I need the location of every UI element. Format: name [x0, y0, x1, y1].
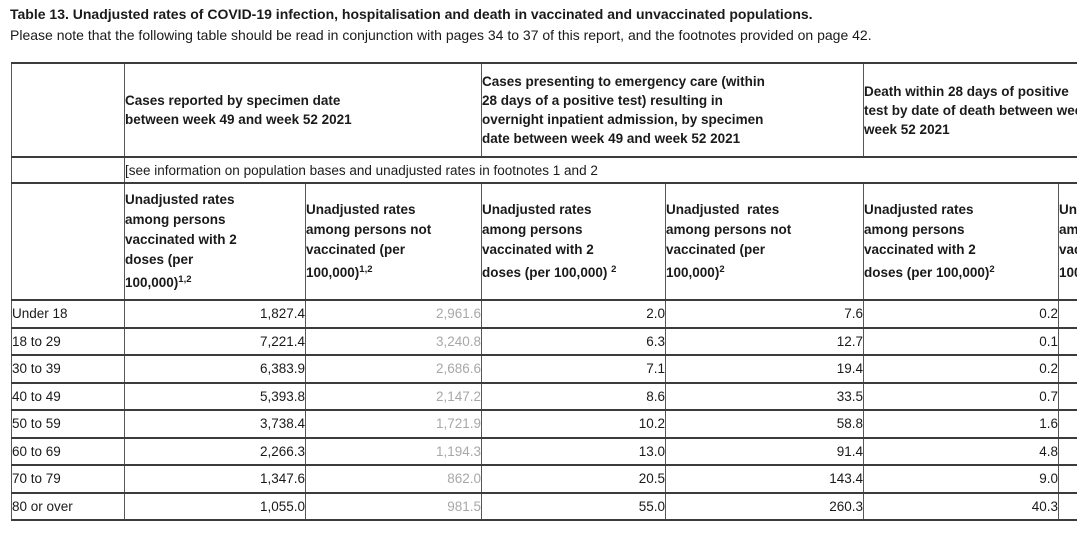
table-row: 60 to 69 2,266.3 1,194.3 13.0 91.4 4.8 — [11, 436, 1077, 466]
footnote-superscript: 2 — [611, 264, 617, 275]
group-header-emergency: Cases presenting to emergency care (with… — [481, 62, 865, 158]
page-subtitle: Please note that the following table sho… — [10, 27, 872, 43]
group-header-text: Cases presenting to emergency care (with… — [482, 74, 765, 146]
table-row: 80 or over 1,055.0 981.5 55.0 260.3 40.3 — [11, 491, 1077, 521]
group-header-text: Death within 28 days of positive test by… — [864, 83, 1077, 137]
column-header-text: Unadjusted rates among persons vaccinate… — [125, 192, 237, 290]
value-cell: 5,393.8 — [124, 381, 306, 411]
value-cell: 4.8 — [863, 436, 1060, 466]
footnote-band: [see information on population bases and… — [123, 156, 1077, 184]
page-title: Table 13. Unadjusted rates of COVID-19 i… — [10, 6, 813, 22]
value-cell: 1,347.6 — [124, 464, 306, 494]
value-cell: 40.3 — [863, 491, 1060, 521]
value-cell — [1058, 436, 1077, 466]
value-cell: 0.1 — [863, 326, 1060, 356]
row-label: 80 or over — [11, 491, 125, 521]
value-cell: 9.0 — [863, 464, 1060, 494]
column-header-death-unvaccinated: Unadjusted rates among persons not vacci… — [1058, 182, 1077, 301]
value-cell: 19.4 — [665, 354, 865, 384]
value-cell — [1058, 464, 1077, 494]
column-header-death-vaccinated: Unadjusted rates among persons vaccinate… — [863, 182, 1060, 301]
value-cell — [1058, 381, 1077, 411]
table-row: 18 to 29 7,221.4 3,240.8 6.3 12.7 0.1 — [11, 326, 1077, 356]
value-cell: 2,686.6 — [304, 354, 483, 384]
value-cell: 8.6 — [481, 381, 667, 411]
value-cell: 143.4 — [665, 464, 865, 494]
row-label: 40 to 49 — [11, 381, 125, 411]
footnote-superscript: 1,2 — [359, 264, 373, 275]
value-cell — [1058, 326, 1077, 356]
value-cell: 58.8 — [665, 409, 865, 439]
column-header-row: Unadjusted rates among persons vaccinate… — [11, 182, 1077, 301]
value-cell: 6,383.9 — [124, 354, 306, 384]
value-cell: 20.5 — [481, 464, 667, 494]
column-header-cases-vaccinated: Unadjusted rates among persons vaccinate… — [124, 182, 306, 301]
column-header-emergency-unvaccinated: Unadjusted rates among persons not vacci… — [665, 182, 865, 301]
value-cell: 1.6 — [863, 409, 1060, 439]
data-table: Cases reported by specimen date between … — [11, 62, 1077, 521]
column-header-text: Unadjusted rates among persons vaccinate… — [482, 202, 608, 280]
value-cell: 3,738.4 — [124, 409, 306, 439]
column-header-emergency-vaccinated: Unadjusted rates among persons vaccinate… — [481, 182, 667, 301]
value-cell: 7.6 — [665, 299, 865, 329]
value-cell — [1058, 409, 1077, 439]
value-cell: 55.0 — [481, 491, 667, 521]
value-cell: 1,827.4 — [124, 299, 306, 329]
table-row: 50 to 59 3,738.4 1,721.9 10.2 58.8 1.6 — [11, 409, 1077, 439]
value-cell — [1058, 354, 1077, 384]
row-label: 70 to 79 — [11, 464, 125, 494]
value-cell: 33.5 — [665, 381, 865, 411]
table-row: Under 18 1,827.4 2,961.6 2.0 7.6 0.2 — [11, 299, 1077, 329]
footnote-band-row: [see information on population bases and… — [11, 156, 1077, 184]
column-header-text: Unadjusted rates among persons vaccinate… — [864, 202, 990, 280]
row-label: 60 to 69 — [11, 436, 125, 466]
group-header-cases: Cases reported by specimen date between … — [123, 62, 483, 158]
stub-cell — [11, 62, 125, 158]
table-row: 40 to 49 5,393.8 2,147.2 8.6 33.5 0.7 — [11, 381, 1077, 411]
value-cell — [1058, 299, 1077, 329]
footnote-superscript: 1,2 — [178, 274, 192, 285]
group-header-row: Cases reported by specimen date between … — [11, 62, 1077, 158]
row-label: 18 to 29 — [11, 326, 125, 356]
value-cell: 2,266.3 — [124, 436, 306, 466]
value-cell: 3,240.8 — [304, 326, 483, 356]
table-row: 30 to 39 6,383.9 2,686.6 7.1 19.4 0.2 — [11, 354, 1077, 384]
row-label: Under 18 — [11, 299, 125, 329]
value-cell: 12.7 — [665, 326, 865, 356]
table-row: 70 to 79 1,347.6 862.0 20.5 143.4 9.0 — [11, 464, 1077, 494]
value-cell — [1058, 491, 1077, 521]
column-header-text: Unadjusted rates among persons not vacci… — [666, 202, 792, 280]
value-cell: 2,961.6 — [304, 299, 483, 329]
value-cell: 10.2 — [481, 409, 667, 439]
column-header-cases-unvaccinated: Unadjusted rates among persons not vacci… — [304, 182, 483, 301]
row-label: 30 to 39 — [11, 354, 125, 384]
row-label: 50 to 59 — [11, 409, 125, 439]
value-cell: 2,147.2 — [304, 381, 483, 411]
value-cell: 0.2 — [863, 299, 1060, 329]
value-cell: 0.7 — [863, 381, 1060, 411]
value-cell: 1,055.0 — [124, 491, 306, 521]
stub-cell — [11, 156, 125, 184]
value-cell: 6.3 — [481, 326, 667, 356]
value-cell: 862.0 — [304, 464, 483, 494]
stub-cell — [11, 182, 125, 301]
footnote-superscript: 2 — [989, 264, 995, 275]
value-cell: 0.2 — [863, 354, 1060, 384]
value-cell: 1,194.3 — [304, 436, 483, 466]
value-cell: 1,721.9 — [304, 409, 483, 439]
value-cell: 2.0 — [481, 299, 667, 329]
value-cell: 91.4 — [665, 436, 865, 466]
value-cell: 7.1 — [481, 354, 667, 384]
value-cell: 260.3 — [665, 491, 865, 521]
group-header-text: Cases reported by specimen date between … — [125, 93, 352, 127]
group-header-death: Death within 28 days of positive test by… — [863, 62, 1077, 158]
footnote-superscript: 2 — [719, 264, 725, 275]
value-cell: 13.0 — [481, 436, 667, 466]
value-cell: 7,221.4 — [124, 326, 306, 356]
column-header-text: Unadjusted rates among persons not vacci… — [306, 202, 432, 280]
value-cell: 981.5 — [304, 491, 483, 521]
column-header-text: Unadjusted rates among persons not vacci… — [1059, 202, 1077, 280]
